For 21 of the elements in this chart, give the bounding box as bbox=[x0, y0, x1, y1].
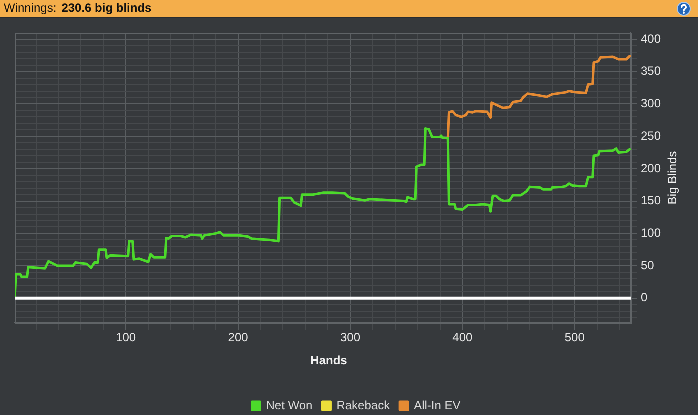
chart-title: Winnings: bbox=[4, 1, 57, 15]
legend-label: Net Won bbox=[266, 398, 313, 412]
y-tick-label: 150 bbox=[641, 194, 662, 208]
y-tick-label: 100 bbox=[641, 226, 662, 240]
x-tick-label: 300 bbox=[340, 330, 361, 345]
y-tick-label: 0 bbox=[641, 290, 648, 305]
x-tick-label: 400 bbox=[452, 330, 474, 345]
chart-subtitle: 230.6 big blinds bbox=[62, 1, 152, 15]
x-axis-title: Hands bbox=[310, 353, 348, 368]
y-tick-label: 50 bbox=[641, 258, 655, 272]
legend-label: Rakeback bbox=[336, 398, 392, 412]
y-tick-label: 400 bbox=[641, 32, 662, 46]
y-tick-label: 250 bbox=[641, 128, 662, 143]
legend-label: All-In EV bbox=[414, 398, 461, 412]
y-tick-label: 200 bbox=[641, 161, 662, 176]
y-axis-title: Big Blinds bbox=[665, 151, 680, 205]
x-tick-label: 500 bbox=[564, 330, 586, 345]
y-tick-label: 300 bbox=[641, 96, 662, 111]
y-tick-label: 350 bbox=[641, 64, 662, 78]
x-tick-label: 200 bbox=[228, 330, 249, 345]
x-tick-label: 100 bbox=[116, 330, 136, 345]
